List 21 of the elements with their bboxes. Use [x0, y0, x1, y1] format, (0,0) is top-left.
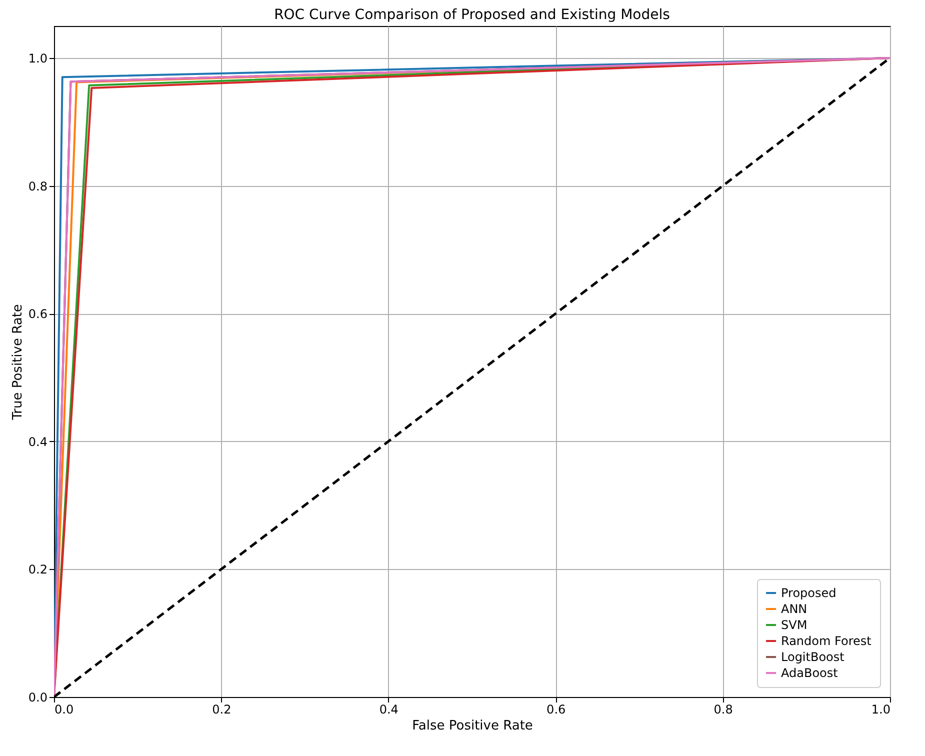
legend-label: AdaBoost	[781, 666, 838, 680]
legend-label: Random Forest	[781, 634, 872, 648]
x-tick-label: 0.4	[379, 702, 398, 716]
legend-label: Proposed	[781, 586, 836, 600]
legend-label: SVM	[781, 618, 808, 632]
y-tick-label: 1.0	[28, 51, 48, 66]
y-tick-label: 0.2	[28, 562, 48, 577]
x-tick-label: 0.8	[714, 702, 733, 716]
x-tick-label: 0.6	[546, 702, 566, 716]
x-tick-label: 1.0	[871, 702, 890, 716]
x-tick-label: 0.2	[212, 702, 232, 716]
y-tick-label: 0.8	[28, 179, 48, 194]
y-axis-title: True Positive Rate	[10, 304, 26, 421]
y-tick-label: 0.4	[28, 434, 48, 449]
legend-label: ANN	[781, 602, 808, 616]
legend-label: LogitBoost	[781, 650, 845, 664]
y-tick-label: 0.0	[28, 690, 48, 704]
x-axis-title: False Positive Rate	[412, 718, 533, 734]
y-tick-label: 0.6	[28, 307, 48, 322]
chart-title: ROC Curve Comparison of Proposed and Existing Models	[274, 7, 670, 23]
x-tick-label: 0.0	[54, 702, 74, 716]
